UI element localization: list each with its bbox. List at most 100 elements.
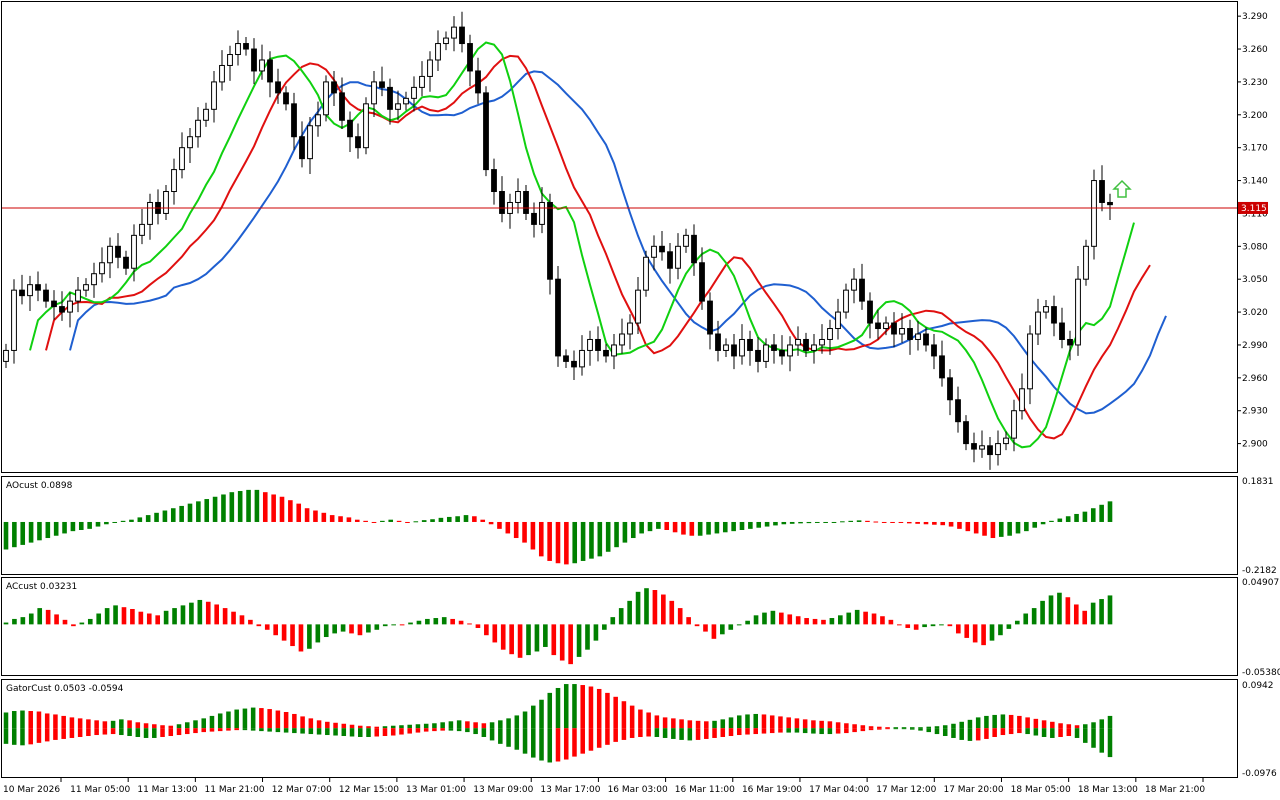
gator-upper-bar	[802, 719, 808, 729]
gator-upper-bar	[662, 717, 668, 729]
gator-upper-bar	[951, 723, 956, 729]
candle-up	[675, 245, 681, 269]
gator-lower-bar	[1025, 728, 1030, 735]
gator-upper-bar	[1083, 724, 1088, 729]
candle-down	[699, 262, 705, 302]
ao-bar	[697, 521, 703, 536]
gator-upper-bar	[176, 724, 182, 729]
ao-bar	[329, 515, 335, 522]
gator-upper-bar	[563, 684, 569, 729]
ao-bar	[112, 521, 118, 523]
candle-down	[1051, 306, 1057, 324]
ac-bar	[239, 615, 245, 625]
ao-bar	[346, 517, 352, 522]
ac-bar	[256, 624, 262, 627]
ao-bar	[145, 515, 151, 522]
candle-down	[267, 59, 273, 83]
ac-bar	[1057, 592, 1062, 625]
gator-pane-frame	[1, 679, 1238, 778]
gator-upper-bar	[292, 713, 297, 729]
gator-lower-bar	[901, 728, 907, 730]
gator-upper-bar	[638, 709, 643, 729]
candle-up	[1043, 306, 1049, 313]
ac-bar	[1031, 608, 1037, 625]
candle-up	[171, 169, 177, 193]
ao-bar	[639, 521, 644, 534]
gator-upper-bar	[341, 723, 347, 729]
candle-down	[779, 349, 785, 357]
ao-bar	[45, 521, 51, 539]
candle-down	[1059, 322, 1065, 340]
candle-down	[987, 445, 993, 456]
ac-bar	[500, 624, 506, 650]
gator-lower-bar	[86, 728, 91, 737]
gator-upper-bar	[300, 716, 305, 729]
ao-bar	[915, 521, 920, 524]
gator-upper-bar	[811, 720, 816, 729]
candle-up	[211, 81, 217, 110]
ac-bar	[939, 624, 944, 626]
ac-bar	[972, 624, 978, 643]
ao-bar	[446, 516, 452, 522]
gator-upper-bar	[399, 725, 404, 729]
candle-down	[747, 338, 753, 351]
gator-lower-bar	[588, 728, 594, 751]
gator-lower-bar	[827, 728, 833, 735]
ao-bar	[856, 520, 862, 522]
gator-upper-bar	[498, 720, 503, 729]
candle-down	[955, 399, 961, 423]
gator-upper-bar	[69, 717, 75, 729]
ao-bar	[3, 521, 9, 550]
y-tick-label: 3.050	[1242, 275, 1268, 285]
ac-bar	[138, 611, 144, 625]
gator-lower-bar	[580, 728, 585, 754]
x-tick-label: 12 Mar 15:00	[339, 785, 399, 795]
gator-upper-bar	[778, 716, 783, 729]
ac-bar	[1107, 595, 1113, 625]
gator-lower-bar	[1058, 728, 1063, 737]
ao-bar	[714, 521, 720, 534]
ao-bar	[1090, 508, 1096, 522]
ao-bar	[262, 492, 268, 522]
candle-up	[435, 43, 441, 61]
ac-bar	[947, 624, 953, 627]
ac-bar	[745, 620, 750, 625]
ac-bar	[762, 612, 767, 625]
candle-down	[1067, 338, 1073, 346]
ao-bar	[28, 521, 34, 543]
ao-bar	[62, 521, 67, 534]
ao-bar	[388, 519, 394, 522]
gator-upper-bar	[152, 724, 157, 729]
gator-upper-bar	[1041, 720, 1047, 729]
ao-bar	[564, 521, 569, 565]
candle-down	[483, 92, 489, 171]
gator-lower-bar	[300, 728, 305, 734]
ac-bar	[340, 624, 346, 632]
ao-bar	[204, 499, 210, 522]
y-tick-label: 3.170	[1242, 144, 1268, 154]
gator-lower-bar	[3, 728, 9, 744]
gator-lower-bar	[967, 728, 973, 741]
ac-bar	[484, 624, 489, 636]
gator-lower-bar	[728, 728, 734, 737]
gator-lower-bar	[1107, 728, 1113, 758]
ao-bar	[990, 521, 996, 539]
candle-up	[835, 311, 841, 330]
gator-upper-bar	[28, 711, 33, 729]
x-tick-label: 13 Mar 01:00	[406, 785, 466, 795]
gator-upper-bar	[918, 727, 923, 729]
gator-lower-bar	[217, 728, 223, 732]
y-tick-label: 3.200	[1242, 111, 1268, 121]
ao-bar	[530, 521, 536, 550]
candle-down	[291, 103, 297, 138]
gator-lower-bar	[489, 728, 495, 741]
gator-upper-bar	[53, 714, 58, 729]
candle-down	[715, 333, 721, 351]
ac-bar	[264, 624, 270, 630]
ac-bar	[576, 624, 582, 657]
x-tick-label: 16 Mar 03:00	[608, 785, 668, 795]
ao-bar	[706, 521, 711, 535]
candle-up	[371, 81, 377, 105]
ao-bar	[12, 521, 17, 548]
ac-bar	[652, 590, 658, 625]
